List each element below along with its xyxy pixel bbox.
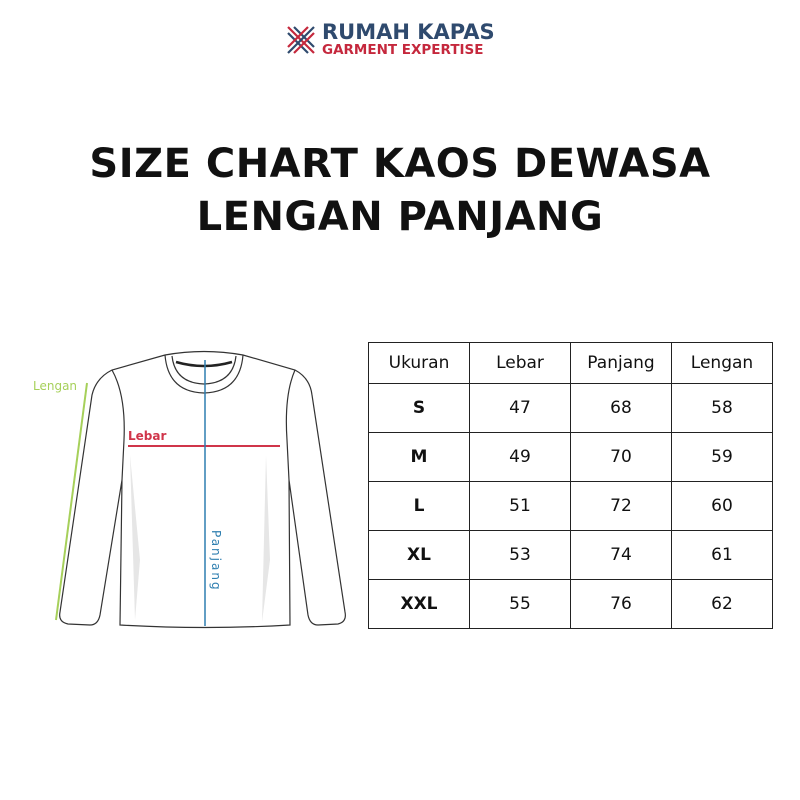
cell-size: S [368,383,470,433]
cell-width: 55 [469,579,571,629]
table-row: L 51 72 60 [368,481,773,531]
table-row: S 47 68 58 [368,383,773,433]
header-sleeve: Lengan [671,342,773,384]
cell-size: XL [368,530,470,580]
logo-weave-icon [287,25,315,54]
cell-size: XXL [368,579,470,629]
cell-length: 70 [570,432,672,482]
shirt-outline [59,350,346,629]
cell-sleeve: 62 [671,579,773,629]
shirt-collar [175,360,233,368]
cell-sleeve: 59 [671,432,773,482]
logo: RUMAH KAPAS GARMENT EXPERTISE [286,22,495,58]
logo-tagline: GARMENT EXPERTISE [322,42,484,58]
header-size: Ukuran [368,342,470,384]
header-width: Lebar [469,342,571,384]
cell-size: M [368,432,470,482]
width-label: Lebar [128,429,166,443]
title-line-2: LENGAN PANJANG [196,194,604,240]
cell-sleeve: 60 [671,481,773,531]
cell-sleeve: 61 [671,530,773,580]
title-line-1: SIZE CHART KAOS DEWASA [89,141,711,187]
sleeve-label: Lengan [33,379,77,393]
page-title: SIZE CHART KAOS DEWASA LENGAN PANJANG [0,138,800,244]
cell-width: 47 [469,383,571,433]
header-length: Panjang [570,342,672,384]
length-label: Panjang [209,530,223,592]
cell-size: L [368,481,470,531]
table-row: M 49 70 59 [368,432,773,482]
table-header-row: Ukuran Lebar Panjang Lengan [368,342,773,384]
size-table: Ukuran Lebar Panjang Lengan S 47 68 58 M 49 7… [368,342,773,629]
cell-length: 74 [570,530,672,580]
cell-length: 72 [570,481,672,531]
cell-sleeve: 58 [671,383,773,433]
sleeve-measure-line [55,382,88,621]
table-row: XL 53 74 61 [368,530,773,580]
cell-length: 76 [570,579,672,629]
logo-brand: RUMAH KAPAS [322,20,495,44]
table-row: XXL 55 76 62 [368,579,773,629]
cell-width: 51 [469,481,571,531]
cell-width: 53 [469,530,571,580]
cell-width: 49 [469,432,571,482]
shirt-diagram: Lengan Lebar Panjang [33,350,346,629]
cell-length: 68 [570,383,672,433]
